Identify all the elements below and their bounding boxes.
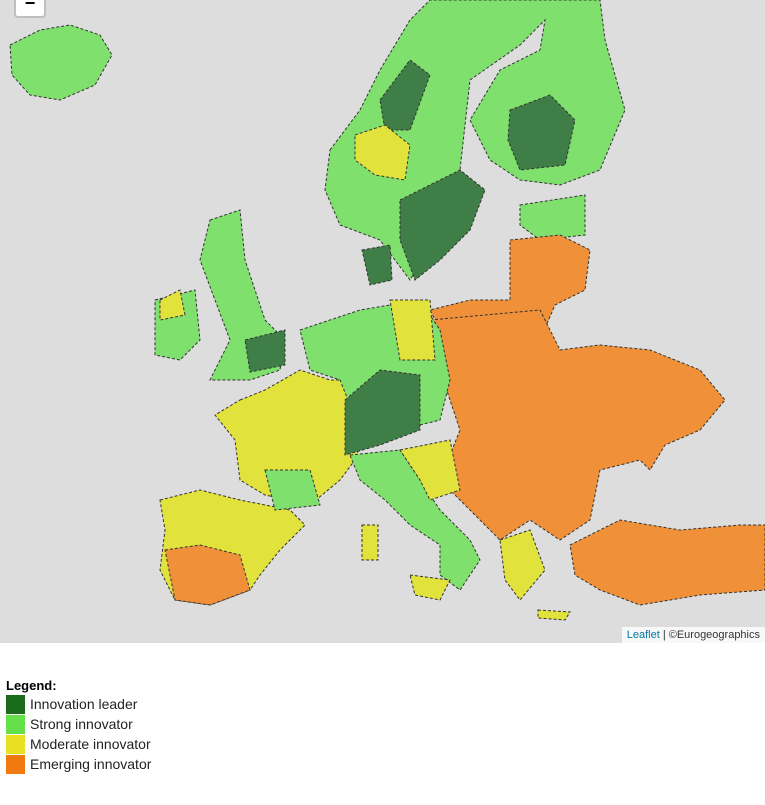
legend-item: Innovation leader — [6, 694, 151, 714]
region[interactable] — [507, 94, 576, 171]
legend-swatch — [6, 714, 25, 734]
region[interactable] — [537, 609, 571, 621]
region[interactable] — [244, 329, 286, 373]
map[interactable]: − Leaflet | ©Eurogeographics — [0, 0, 765, 643]
legend-item: Strong innovator — [6, 714, 151, 734]
region[interactable] — [159, 289, 186, 321]
legend-label: Emerging innovator — [30, 756, 152, 772]
region[interactable] — [569, 519, 765, 606]
zoom-out-button[interactable]: − — [14, 0, 46, 18]
legend-item: Emerging innovator — [6, 754, 151, 774]
attribution: Leaflet | ©Eurogeographics — [621, 627, 765, 643]
region[interactable] — [499, 529, 546, 601]
legend-item: Moderate innovator — [6, 734, 151, 754]
region[interactable] — [214, 369, 366, 506]
region[interactable] — [361, 244, 393, 286]
region[interactable] — [519, 194, 586, 241]
region[interactable] — [429, 309, 726, 541]
legend-label: Innovation leader — [30, 696, 138, 712]
attribution-link[interactable]: Leaflet — [626, 629, 660, 641]
legend-swatch — [6, 694, 25, 714]
region[interactable] — [361, 524, 379, 561]
map-regions — [9, 0, 765, 621]
region[interactable] — [264, 469, 321, 511]
region[interactable] — [399, 439, 461, 501]
legend-swatch — [6, 754, 25, 774]
legend-label: Moderate innovator — [30, 736, 151, 752]
region[interactable] — [9, 24, 113, 101]
legend-swatch — [6, 734, 25, 754]
region[interactable] — [409, 574, 451, 601]
legend-label: Strong innovator — [30, 716, 133, 732]
region[interactable] — [389, 299, 436, 361]
legend: Legend: Innovation leader Strong innovato… — [6, 678, 151, 774]
legend-items: Innovation leader Strong innovator Moderat… — [6, 694, 151, 774]
attribution-text: | ©Eurogeographics — [662, 629, 760, 641]
legend-title: Legend: — [6, 678, 57, 693]
region[interactable] — [344, 369, 421, 456]
region[interactable] — [399, 169, 486, 281]
region[interactable] — [379, 59, 431, 131]
region[interactable] — [164, 544, 251, 606]
region[interactable] — [354, 124, 411, 181]
